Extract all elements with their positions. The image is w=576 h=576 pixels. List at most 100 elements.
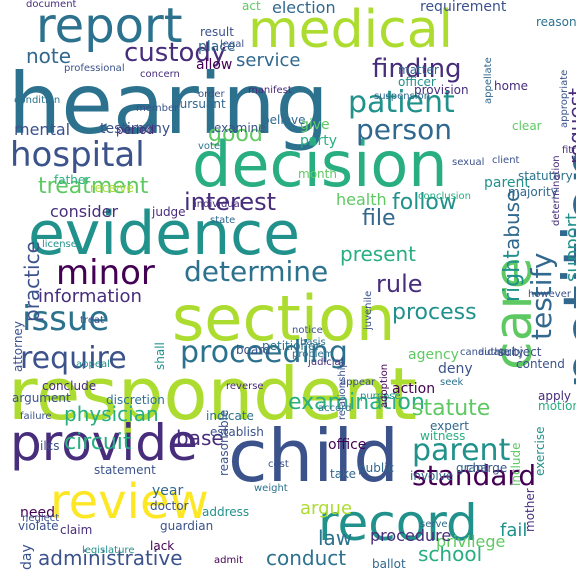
cloud-word: circuit — [64, 430, 132, 455]
cloud-word: judge — [152, 205, 186, 219]
cloud-word: period — [116, 123, 155, 137]
cloud-word: notice — [292, 325, 323, 336]
cloud-word: person — [356, 113, 452, 146]
cloud-word: father — [54, 173, 91, 187]
cloud-word: apply — [538, 389, 572, 403]
cloud-word: clear — [512, 119, 542, 133]
cloud-word: school — [418, 542, 483, 566]
cloud-word: file — [362, 206, 396, 231]
cloud-word: right — [500, 250, 525, 302]
cloud-word: proceeding — [180, 335, 348, 370]
cloud-word: result — [200, 25, 234, 39]
cloud-word: authority — [478, 347, 524, 358]
cloud-word: claim — [60, 523, 93, 537]
cloud-word: examine — [214, 121, 266, 135]
cloud-word: discretion — [106, 393, 165, 407]
cloud-word: follow — [392, 190, 457, 215]
cloud-word: process — [392, 300, 477, 325]
cloud-word: examination — [288, 390, 425, 415]
cloud-word: base — [176, 426, 224, 450]
cloud-word: agency — [408, 347, 459, 363]
cloud-word: provide — [10, 414, 198, 472]
cloud-word: finding — [372, 54, 462, 84]
cloud-word: minor — [56, 253, 155, 293]
cloud-word: allow — [196, 57, 233, 73]
cloud-word: decision — [192, 128, 448, 201]
cloud-word: license — [42, 239, 77, 250]
cloud-word: month — [298, 167, 337, 181]
cloud-word: rule — [376, 270, 423, 298]
cloud-word: admit — [214, 555, 243, 566]
cloud-word: failure — [20, 411, 52, 422]
cloud-word: establish — [210, 425, 264, 439]
cloud-word: practice — [20, 241, 44, 322]
cloud-word: professional — [64, 63, 125, 74]
cloud-word: address — [202, 505, 250, 519]
cloud-word: determination — [551, 155, 562, 226]
cloud-word: physician — [64, 402, 159, 426]
cloud-word: lack — [150, 539, 175, 553]
cloud-word: take — [330, 467, 356, 481]
cloud-word: charge — [466, 461, 508, 475]
cloud-word: need — [20, 505, 55, 521]
cloud-word: sexual — [452, 157, 485, 168]
cloud-word: parent — [484, 175, 530, 191]
cloud-word: treat — [80, 315, 105, 326]
cloud-word: serve — [420, 519, 448, 530]
cloud-word: note — [26, 44, 72, 68]
cloud-word: petitioner — [262, 339, 321, 353]
cloud-word: procedure — [370, 526, 452, 545]
cloud-word: election — [272, 0, 336, 17]
cloud-word: however — [528, 289, 571, 300]
cloud-word: interest — [184, 188, 277, 216]
cloud-word: custody — [124, 38, 227, 68]
cloud-word: support — [562, 212, 576, 282]
cloud-word: guardian — [160, 519, 214, 533]
cloud-word: statement — [94, 463, 156, 477]
cloud-word: reason — [536, 15, 576, 29]
cloud-word: hearing — [8, 55, 329, 153]
cloud-word: place — [198, 39, 236, 55]
cloud-word: majority — [508, 185, 558, 199]
cloud-word: receive — [90, 181, 134, 195]
cloud-word: reverse — [226, 381, 264, 392]
cloud-word: parent — [412, 433, 511, 468]
cloud-word: evidence — [28, 199, 301, 269]
cloud-word: conclude — [42, 379, 97, 393]
cloud-word: juvenile — [363, 290, 374, 330]
cloud-word: accord — [318, 403, 352, 414]
cloud-word: involve — [410, 469, 454, 483]
cloud-word: party — [300, 133, 337, 149]
cloud-word: administrative — [38, 546, 183, 570]
cloud-word: problem — [292, 349, 334, 360]
cloud-word: legal — [220, 39, 245, 50]
cloud-word: argument — [12, 391, 71, 405]
cloud-word: law — [318, 526, 353, 550]
cloud-word: ilcs — [40, 439, 60, 453]
cloud-word: consider — [50, 202, 119, 221]
cloud-word: suspension — [374, 91, 431, 102]
cloud-word: basis — [300, 337, 326, 348]
cloud-word: service — [236, 50, 301, 71]
cloud-word: mother — [523, 488, 537, 532]
cloud-word: act — [242, 0, 261, 13]
cloud-word: section — [172, 282, 396, 355]
cloud-word: issue — [22, 299, 110, 339]
cloud-word: day — [19, 544, 35, 570]
cloud-word: appeal — [76, 359, 110, 370]
cloud-word: order — [198, 89, 225, 100]
cloud-word: judicial — [308, 357, 344, 368]
cloud-word: expert — [430, 419, 469, 433]
cloud-word: home — [494, 79, 529, 93]
cloud-word: legislature — [82, 545, 135, 556]
cloud-word: report — [36, 0, 183, 54]
cloud-word: statute — [412, 396, 491, 421]
cloud-word: fitness — [562, 145, 576, 156]
cloud-word: violate — [18, 519, 59, 533]
cloud-word: conduct — [266, 546, 347, 570]
cloud-word: doctor — [150, 499, 189, 513]
cloud-word: exercise — [533, 426, 547, 476]
cloud-word: information — [38, 286, 142, 307]
cloud-word: candidate — [460, 347, 510, 358]
